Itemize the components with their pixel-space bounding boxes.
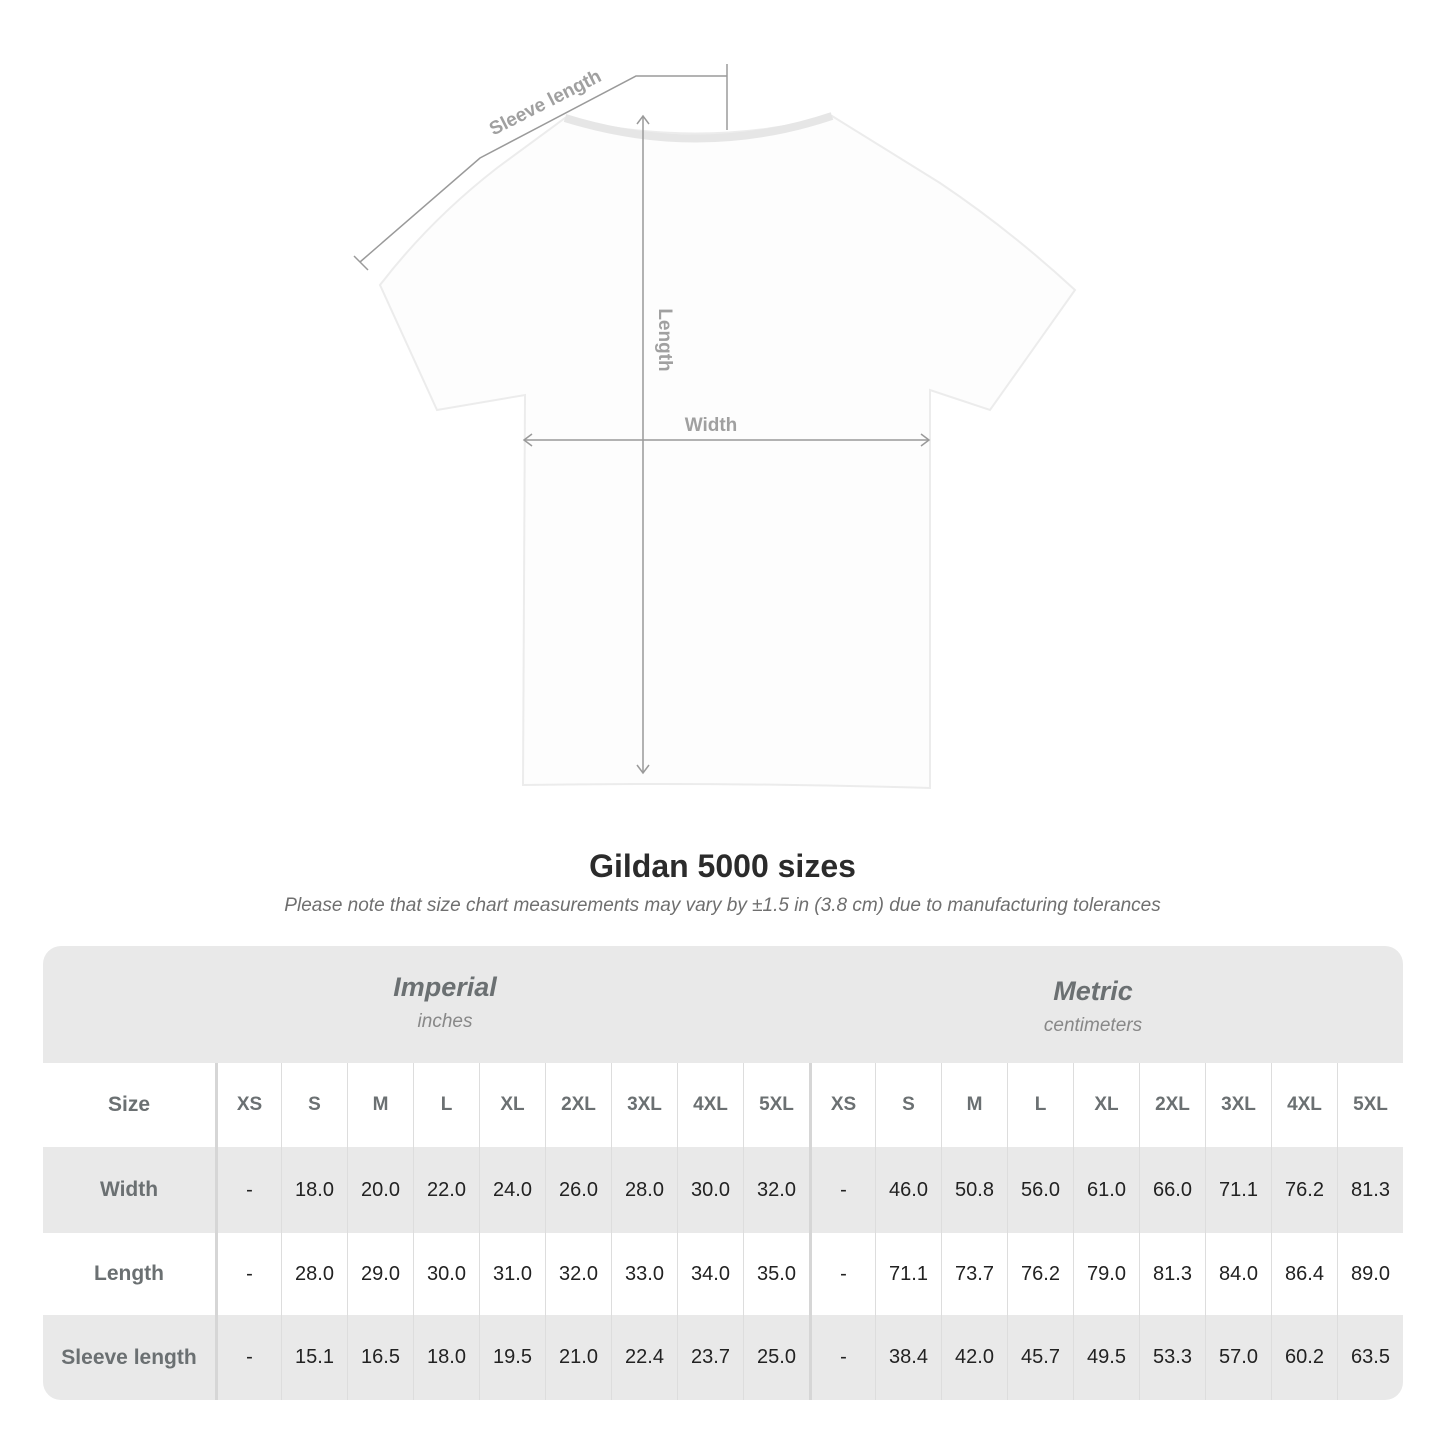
size-table: Imperial inches Metric centimeters Size X… — [43, 946, 1403, 1400]
size-column-header: 2XL — [1139, 1063, 1205, 1147]
imperial-value-cell: - — [215, 1233, 281, 1315]
metric-value-cell: 50.8 — [941, 1147, 1007, 1233]
row-label: Sleeve length — [61, 1345, 197, 1369]
tshirt-shape — [378, 114, 1077, 790]
imperial-value-cell: 30.0 — [413, 1233, 479, 1315]
imperial-value-cell: 35.0 — [743, 1233, 809, 1315]
chart-title: Gildan 5000 sizes — [589, 848, 856, 884]
row-label: Size — [107, 1093, 151, 1116]
imperial-value-cell: 32.0 — [743, 1147, 809, 1233]
metric-value-cell: 38.4 — [875, 1315, 941, 1400]
measure-lines — [353, 64, 931, 775]
imperial-value-cell: 15.1 — [281, 1315, 347, 1400]
table-row: Sleeve length -15.1 16.5 18.0 19.5 21.0 22.4 23… — [43, 1315, 1403, 1400]
size-column-header: 3XL — [1205, 1063, 1271, 1147]
metric-value-cell: 46.0 — [875, 1147, 941, 1233]
imperial-value-cell: 33.0 — [611, 1233, 677, 1315]
metric-value-cell: 57.0 — [1205, 1315, 1271, 1400]
imperial-value-cell: 18.0 — [413, 1315, 479, 1400]
imperial-value-cell: 25.0 — [743, 1315, 809, 1400]
metric-value-cell: 73.7 — [941, 1233, 1007, 1315]
imperial-value-cell: - — [215, 1315, 281, 1400]
metric-value-cell: 89.0 — [1337, 1233, 1403, 1315]
imperial-value-cell: 30.0 — [677, 1147, 743, 1233]
size-column-header: L — [413, 1063, 479, 1147]
size-column-header: 4XL — [677, 1063, 743, 1147]
metric-value-cell: 76.2 — [1007, 1233, 1073, 1315]
row-label: Width — [99, 1178, 159, 1201]
imperial-value-cell: 32.0 — [545, 1233, 611, 1315]
size-column-header: L — [1007, 1063, 1073, 1147]
imperial-value-cell: 19.5 — [479, 1315, 545, 1400]
row-label: Length — [94, 1262, 164, 1285]
metric-value-cell: 76.2 — [1271, 1147, 1337, 1233]
metric-value-cell: 56.0 — [1007, 1147, 1073, 1233]
size-column-header: M — [347, 1063, 413, 1147]
metric-unit: centimeters — [1043, 1015, 1143, 1036]
size-header-row: Size XS S M L XL 2XL 3XL 4XL 5XL XS S M L XL 2XL 3XL 4XL 5… — [43, 1063, 1403, 1147]
metric-value-cell: 49.5 — [1073, 1315, 1139, 1400]
size-column-header: 2XL — [545, 1063, 611, 1147]
metric-value-cell: 61.0 — [1073, 1147, 1139, 1233]
imperial-value-cell: 29.0 — [347, 1233, 413, 1315]
imperial-value-cell: 18.0 — [281, 1147, 347, 1233]
metric-value-cell: - — [809, 1315, 875, 1400]
imperial-value-cell: 28.0 — [611, 1147, 677, 1233]
metric-value-cell: 60.2 — [1271, 1315, 1337, 1400]
chart-subtitle: Please note that size chart measurements… — [284, 895, 1161, 916]
imperial-value-cell: 20.0 — [347, 1147, 413, 1233]
size-column-header: S — [875, 1063, 941, 1147]
size-column-header: 3XL — [611, 1063, 677, 1147]
size-column-header: S — [281, 1063, 347, 1147]
tshirt-collar — [563, 112, 834, 143]
metric-value-cell: 84.0 — [1205, 1233, 1271, 1315]
imperial-title: Imperial — [393, 972, 497, 1002]
imperial-value-cell: 26.0 — [545, 1147, 611, 1233]
table-header: Imperial inches Metric centimeters — [43, 946, 1403, 1063]
width-label: Width — [685, 415, 738, 436]
length-label: Length — [654, 308, 675, 371]
metric-title: Metric — [1053, 976, 1133, 1006]
size-column-header: XL — [479, 1063, 545, 1147]
imperial-value-cell: 21.0 — [545, 1315, 611, 1400]
metric-value-cell: 45.7 — [1007, 1315, 1073, 1400]
imperial-value-cell: - — [215, 1147, 281, 1233]
metric-value-cell: 63.5 — [1337, 1315, 1403, 1400]
metric-value-cell: - — [809, 1147, 875, 1233]
size-column-header: XL — [1073, 1063, 1139, 1147]
table-row: Length -28.0 29.0 30.0 31.0 32.0 33.0 34.0 35.0-… — [43, 1233, 1403, 1315]
imperial-unit: inches — [417, 1011, 473, 1032]
sleeve-length-line — [359, 75, 727, 263]
metric-value-cell: 42.0 — [941, 1315, 1007, 1400]
imperial-value-cell: 24.0 — [479, 1147, 545, 1233]
metric-value-cell: 53.3 — [1139, 1315, 1205, 1400]
size-column-header: 5XL — [1337, 1063, 1403, 1147]
metric-value-cell: 86.4 — [1271, 1233, 1337, 1315]
imperial-value-cell: 28.0 — [281, 1233, 347, 1315]
metric-value-cell: 71.1 — [1205, 1147, 1271, 1233]
metric-value-cell: 81.3 — [1337, 1147, 1403, 1233]
metric-value-cell: 81.3 — [1139, 1233, 1205, 1315]
metric-value-cell: 79.0 — [1073, 1233, 1139, 1315]
imperial-value-cell: 34.0 — [677, 1233, 743, 1315]
imperial-value-cell: 16.5 — [347, 1315, 413, 1400]
imperial-value-cell: 22.0 — [413, 1147, 479, 1233]
metric-value-cell: 71.1 — [875, 1233, 941, 1315]
metric-value-cell: 66.0 — [1139, 1147, 1205, 1233]
size-column-header: M — [941, 1063, 1007, 1147]
imperial-value-cell: 23.7 — [677, 1315, 743, 1400]
size-column-header: XS — [809, 1063, 875, 1147]
imperial-value-cell: 31.0 — [479, 1233, 545, 1315]
size-column-header: 5XL — [743, 1063, 809, 1147]
size-column-header: 4XL — [1271, 1063, 1337, 1147]
imperial-value-cell: 22.4 — [611, 1315, 677, 1400]
metric-value-cell: - — [809, 1233, 875, 1315]
size-column-header: XS — [215, 1063, 281, 1147]
tshirt-diagram: Sleeve length Length Width — [353, 64, 1077, 790]
table-row: Width -18.0 20.0 22.0 24.0 26.0 28.0 30.0 32.0-4… — [43, 1147, 1403, 1233]
imperial-header: Imperial inches — [215, 972, 675, 1033]
metric-header: Metric centimeters — [863, 976, 1323, 1037]
